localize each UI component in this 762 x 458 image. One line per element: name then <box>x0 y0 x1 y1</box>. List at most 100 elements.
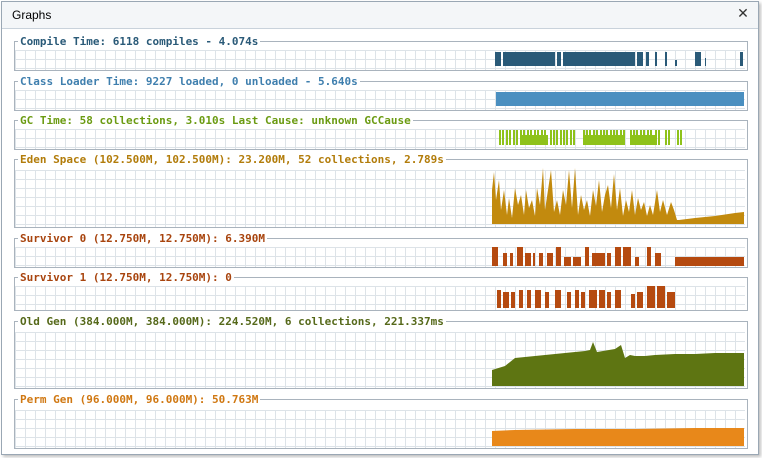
survivor1-segment <box>567 292 571 308</box>
survivor0-segment <box>615 247 621 266</box>
compile-time-segment <box>557 52 561 66</box>
old-gen-label: Old Gen (384.000M, 384.000M): 224.520M, … <box>18 315 446 328</box>
survivor1-segment <box>511 292 515 308</box>
compile-time-segment <box>495 52 501 66</box>
compile-time-segment <box>705 58 706 66</box>
survivor1-segment <box>535 290 541 308</box>
compile-time-segment <box>675 60 677 66</box>
compile-time-segment <box>615 62 619 66</box>
survivor0-segment <box>655 253 661 266</box>
survivor1-segment <box>545 292 549 308</box>
survivor0-segment <box>623 247 631 266</box>
close-icon[interactable]: ✕ <box>737 6 749 22</box>
gc-time-segment <box>570 130 572 145</box>
gc-time-segment <box>665 130 667 145</box>
survivor0-segment <box>517 247 523 266</box>
eden-space-graph: Eden Space (102.500M, 102.500M): 23.200M… <box>14 154 748 228</box>
survivor1-segment <box>527 290 531 308</box>
gc-time-segment <box>520 135 548 145</box>
survivor0-segment <box>585 247 589 266</box>
perm-gen-graph: Perm Gen (96.000M, 96.000M): 50.763M <box>14 394 748 449</box>
survivor1-segment <box>657 286 665 308</box>
perm-gen-area <box>492 428 744 446</box>
gc-time-graph: GC Time: 58 collections, 3.010s Last Cau… <box>14 115 748 150</box>
grid <box>15 286 745 310</box>
survivor0-segment <box>675 257 744 266</box>
eden-space-label: Eden Space (102.500M, 102.500M): 23.200M… <box>18 153 446 166</box>
gc-time-label: GC Time: 58 collections, 3.010s Last Cau… <box>18 114 413 127</box>
compile-time-segment <box>563 52 635 66</box>
compile-time-segment <box>655 52 657 66</box>
survivor0-segment <box>556 247 561 266</box>
compile-time-label: Compile Time: 6118 compiles - 4.074s <box>18 35 261 48</box>
eden-space-plot <box>15 168 745 227</box>
perm-gen-label: Perm Gen (96.000M, 96.000M): 50.763M <box>18 393 261 406</box>
survivor0-segment <box>564 257 571 266</box>
gc-time-segment <box>560 130 562 145</box>
perm-gen-plot <box>15 410 745 448</box>
gc-time-segment <box>668 130 670 145</box>
survivor1-segment <box>503 292 509 308</box>
window-title: Graphs <box>12 8 52 22</box>
gc-time-segment <box>585 135 623 145</box>
old-gen-plot <box>15 332 745 388</box>
gc-time-segment <box>631 135 655 145</box>
survivor0-segment <box>592 253 605 266</box>
survivor1-segment <box>607 292 611 308</box>
gc-time-segment <box>509 130 511 145</box>
survivor1-segment <box>497 290 501 308</box>
gc-time-segment <box>583 130 585 145</box>
gc-time-segment <box>516 130 518 145</box>
title-bar: Graphs ✕ <box>2 2 758 29</box>
compile-time-segment <box>695 52 701 66</box>
compile-time-plot <box>15 50 745 70</box>
survivor1-label: Survivor 1 (12.750M, 12.750M): 0 <box>18 271 234 284</box>
compile-time-graph: Compile Time: 6118 compiles - 4.074s <box>14 36 748 71</box>
survivor0-segment <box>607 253 611 266</box>
gc-time-segment <box>502 130 504 145</box>
survivor0-segment <box>635 257 639 266</box>
survivor1-segment <box>599 290 605 308</box>
survivor1-segment <box>519 290 523 308</box>
gc-time-segment <box>655 130 657 145</box>
gc-time-segment <box>566 130 568 145</box>
survivor0-graph: Survivor 0 (12.750M, 12.750M): 6.390M <box>14 233 748 268</box>
class-loader-label: Class Loader Time: 9227 loaded, 0 unload… <box>18 75 360 88</box>
gc-time-segment <box>677 130 679 145</box>
old-gen-area <box>492 342 744 386</box>
survivor0-plot <box>15 247 745 267</box>
compile-time-segment <box>665 52 667 66</box>
survivor0-segment <box>492 247 498 266</box>
survivor1-graph: Survivor 1 (12.750M, 12.750M): 0 <box>14 272 748 311</box>
survivor1-segment <box>575 290 579 308</box>
survivor0-segment <box>533 253 535 266</box>
survivor1-plot <box>15 286 745 310</box>
survivor0-segment <box>547 253 553 266</box>
survivor1-segment <box>581 292 585 308</box>
gc-time-segment <box>556 130 558 145</box>
survivor1-segment <box>637 292 643 308</box>
gc-time-segment <box>513 130 515 145</box>
grid <box>15 50 745 70</box>
class-loader-plot <box>15 90 745 110</box>
old-gen-graph: Old Gen (384.000M, 384.000M): 224.520M, … <box>14 316 748 389</box>
gc-time-segment <box>573 130 575 145</box>
gc-time-segment <box>499 130 501 145</box>
survivor0-label: Survivor 0 (12.750M, 12.750M): 6.390M <box>18 232 268 245</box>
survivor1-segment <box>631 294 635 308</box>
survivor1-segment <box>615 290 621 308</box>
gc-time-plot <box>15 129 745 149</box>
class-loader-segment <box>496 92 744 106</box>
gc-time-segment <box>680 130 682 145</box>
survivor0-segment <box>647 247 651 266</box>
survivor0-segment <box>573 257 581 266</box>
gc-time-segment <box>550 130 552 145</box>
compile-time-segment <box>646 52 649 66</box>
gc-time-segment <box>553 130 555 145</box>
survivor0-segment <box>525 253 531 266</box>
survivor1-segment <box>555 290 561 308</box>
eden-space-area <box>492 168 744 224</box>
gc-time-segment <box>506 130 508 145</box>
survivor0-segment <box>503 253 507 266</box>
